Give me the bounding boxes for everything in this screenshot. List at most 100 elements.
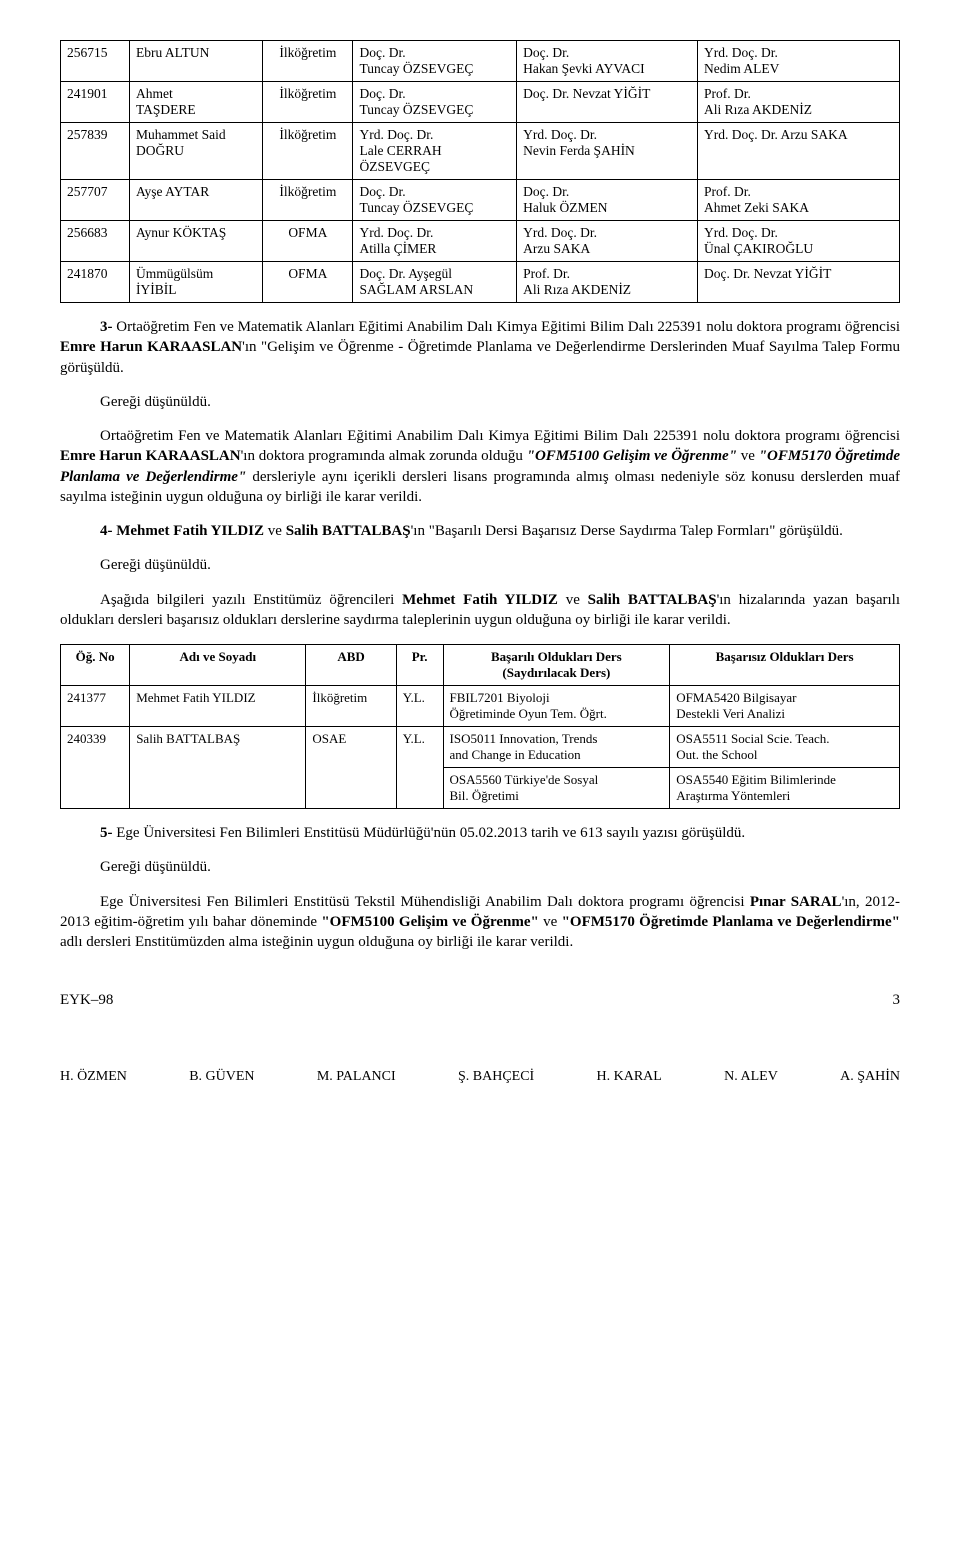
section5-p1: 5- Ege Üniversitesi Fen Bilimleri Enstit… xyxy=(60,823,900,843)
table-cell: OSA5511 Social Scie. Teach.Out. the Scho… xyxy=(670,727,900,768)
s5p3e: ve xyxy=(539,914,562,930)
s4p3b: Mehmet Fatih YILDIZ xyxy=(402,592,558,608)
section5-p2: Gereği düşünüldü. xyxy=(60,857,900,877)
table-row: 257839Muhammet SaidDOĞRUİlköğretimYrd. D… xyxy=(61,123,900,180)
table-cell: İlköğretim xyxy=(263,180,353,221)
table-cell: Yrd. Doç. Dr. Arzu SAKA xyxy=(698,123,900,180)
table-cell: Doç. Dr.Tuncay ÖZSEVGEÇ xyxy=(353,82,517,123)
footer-name: A. ŞAHİN xyxy=(840,1069,900,1085)
table-cell: Yrd. Doç. Dr.Nedim ALEV xyxy=(698,41,900,82)
footer-name: H. KARAL xyxy=(597,1069,662,1085)
table-cell: Muhammet SaidDOĞRU xyxy=(129,123,262,180)
table-cell: OFMA xyxy=(263,221,353,262)
table-cell: Doç. Dr.Tuncay ÖZSEVGEÇ xyxy=(353,180,517,221)
table-cell: OSA5560 Türkiye'de SosyalBil. Öğretimi xyxy=(443,768,670,809)
s4p1b: ve xyxy=(264,523,286,539)
s4p1d: 'ın "Başarılı Dersi Başarısız Derse Sayd… xyxy=(411,523,843,539)
table-cell: Y.L. xyxy=(396,686,443,727)
table-cell: Yrd. Doç. Dr.Atilla ÇİMER xyxy=(353,221,517,262)
table-cell: Prof. Dr.Ahmet Zeki SAKA xyxy=(698,180,900,221)
section3-p1: 3- Ortaöğretim Fen ve Matematik Alanları… xyxy=(60,317,900,378)
courses-table: Öğ. No Adı ve Soyadı ABD Pr. Başarılı Ol… xyxy=(60,644,900,809)
table-cell: Aynur KÖKTAŞ xyxy=(129,221,262,262)
page-footer-line: EYK–98 3 xyxy=(60,992,900,1009)
table-cell: Ebru ALTUN xyxy=(129,41,262,82)
s5p3a: Ege Üniversitesi Fen Bilimleri Enstitüsü… xyxy=(100,894,750,910)
footer-name: N. ALEV xyxy=(724,1069,778,1085)
table-cell: Prof. Dr.Ali Rıza AKDENİZ xyxy=(517,262,698,303)
advisors-table: 256715Ebru ALTUNİlköğretimDoç. Dr.Tuncay… xyxy=(60,40,900,303)
s3p3e: ve xyxy=(737,448,759,464)
table2-header-row: Öğ. No Adı ve Soyadı ABD Pr. Başarılı Ol… xyxy=(61,645,900,686)
table-cell: OFMA5420 BilgisayarDestekli Veri Analizi xyxy=(670,686,900,727)
table-cell: 256683 xyxy=(61,221,130,262)
s4p1c: Salih BATTALBAŞ xyxy=(286,523,411,539)
table-cell: OSA5540 Eğitim BilimlerindeAraştırma Yön… xyxy=(670,768,900,809)
table-row: 256715Ebru ALTUNİlköğretimDoç. Dr.Tuncay… xyxy=(61,41,900,82)
table-cell: Doç. Dr.Hakan Şevki AYVACI xyxy=(517,41,698,82)
section3-p2: Gereği düşünüldü. xyxy=(60,392,900,412)
table-row: 256683Aynur KÖKTAŞOFMAYrd. Doç. Dr.Atill… xyxy=(61,221,900,262)
table-row: 241870ÜmmügülsümİYİBİLOFMADoç. Dr. Ayşeg… xyxy=(61,262,900,303)
table-cell: İlköğretim xyxy=(263,41,353,82)
table-cell: Salih BATTALBAŞ xyxy=(130,727,306,809)
table-cell: İlköğretim xyxy=(263,123,353,180)
table-cell: 256715 xyxy=(61,41,130,82)
s5p3f: "OFM5170 Öğretimde Planlama ve Değerlend… xyxy=(562,914,900,930)
section3-text1: Ortaöğretim Fen ve Matematik Alanları Eğ… xyxy=(113,319,901,335)
t2h4: Pr. xyxy=(396,645,443,686)
table-cell: Doç. Dr.Tuncay ÖZSEVGEÇ xyxy=(353,41,517,82)
s3p3c: 'ın doktora programında almak zorunda ol… xyxy=(241,448,527,464)
s4p3d: Salih BATTALBAŞ xyxy=(588,592,717,608)
s5p1a: 5- xyxy=(100,825,113,841)
t2h3: ABD xyxy=(306,645,396,686)
section4-p3: Aşağıda bilgileri yazılı Enstitümüz öğre… xyxy=(60,590,900,631)
table-row: 241377Mehmet Fatih YILDIZİlköğretimY.L.F… xyxy=(61,686,900,727)
section5-p3: Ege Üniversitesi Fen Bilimleri Enstitüsü… xyxy=(60,892,900,953)
footer-name: H. ÖZMEN xyxy=(60,1069,127,1085)
table-cell: İlköğretim xyxy=(306,686,396,727)
table-row: 257707Ayşe AYTARİlköğretimDoç. Dr.Tuncay… xyxy=(61,180,900,221)
table-cell: OFMA xyxy=(263,262,353,303)
table-row: 241901AhmetTAŞDEREİlköğretimDoç. Dr.Tunc… xyxy=(61,82,900,123)
table-cell: 257839 xyxy=(61,123,130,180)
table-cell: OSAE xyxy=(306,727,396,809)
table-cell: Doç. Dr. Nevzat YİĞİT xyxy=(517,82,698,123)
table-cell: 241901 xyxy=(61,82,130,123)
footer-name: Ş. BAHÇECİ xyxy=(458,1069,534,1085)
table-cell: 241377 xyxy=(61,686,130,727)
footer-right: 3 xyxy=(893,992,901,1009)
section4-p2: Gereği düşünüldü. xyxy=(60,555,900,575)
s5p3d: "OFM5100 Gelişim ve Öğrenme" xyxy=(321,914,539,930)
s3p3b: Emre Harun KARAASLAN xyxy=(60,448,241,464)
s5p3b: Pınar SARAL xyxy=(750,894,842,910)
table-cell: Y.L. xyxy=(396,727,443,809)
footer-left: EYK–98 xyxy=(60,992,113,1009)
t2h2: Adı ve Soyadı xyxy=(130,645,306,686)
section4-p1: 4- Mehmet Fatih YILDIZ ve Salih BATTALBA… xyxy=(60,521,900,541)
table-cell: 241870 xyxy=(61,262,130,303)
section3-p3: Ortaöğretim Fen ve Matematik Alanları Eğ… xyxy=(60,426,900,507)
table-cell: Yrd. Doç. Dr.Lale CERRAHÖZSEVGEÇ xyxy=(353,123,517,180)
s5p3g: adlı dersleri Enstitümüzden alma isteğin… xyxy=(60,934,573,950)
footer-name: B. GÜVEN xyxy=(189,1069,254,1085)
table-cell: 240339 xyxy=(61,727,130,809)
table-cell: Ayşe AYTAR xyxy=(129,180,262,221)
table-row: 240339Salih BATTALBAŞOSAEY.L.ISO5011 Inn… xyxy=(61,727,900,768)
table-cell: ISO5011 Innovation, Trendsand Change in … xyxy=(443,727,670,768)
table-cell: Yrd. Doç. Dr.Nevin Ferda ŞAHİN xyxy=(517,123,698,180)
table-cell: ÜmmügülsümİYİBİL xyxy=(129,262,262,303)
table-cell: Prof. Dr.Ali Rıza AKDENİZ xyxy=(698,82,900,123)
section3-name: Emre Harun KARAASLAN xyxy=(60,339,242,355)
s3p3d: "OFM5100 Gelişim ve Öğrenme" xyxy=(527,448,737,464)
s5p1b: Ege Üniversitesi Fen Bilimleri Enstitüsü… xyxy=(113,825,746,841)
t2h5: Başarılı Oldukları Ders(Saydırılacak Der… xyxy=(443,645,670,686)
table-cell: AhmetTAŞDERE xyxy=(129,82,262,123)
s4p1a: 4- Mehmet Fatih YILDIZ xyxy=(100,523,264,539)
table-cell: Doç. Dr. AyşegülSAĞLAM ARSLAN xyxy=(353,262,517,303)
table-cell: Mehmet Fatih YILDIZ xyxy=(130,686,306,727)
table-cell: 257707 xyxy=(61,180,130,221)
footer-name: M. PALANCI xyxy=(317,1069,396,1085)
t2h6: Başarısız Oldukları Ders xyxy=(670,645,900,686)
table-cell: Doç. Dr.Haluk ÖZMEN xyxy=(517,180,698,221)
